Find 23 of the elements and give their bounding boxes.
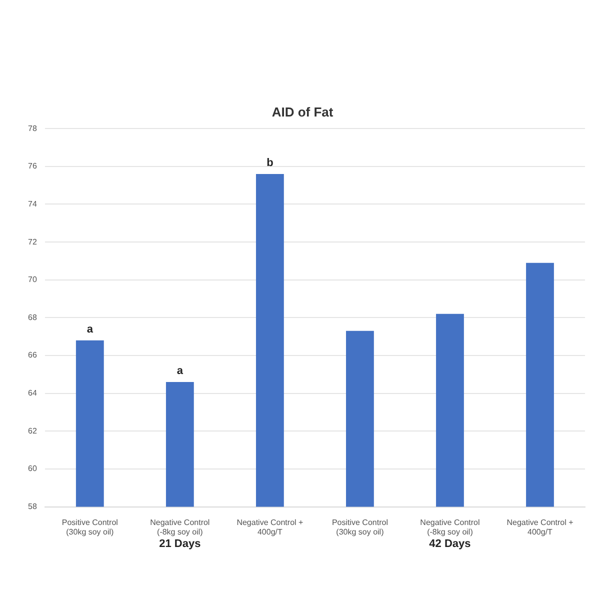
text: 42 Days <box>429 538 471 550</box>
annotation: a <box>86 323 94 336</box>
x-tick-label: Negative Control (-8kg soy oil) <box>420 518 480 536</box>
x-tick-label: Negative Control + 400g/T <box>236 518 304 536</box>
y-tick-label: 64 <box>28 388 38 398</box>
y-tick-label: 74 <box>28 199 38 208</box>
y-tick-label: 72 <box>28 237 38 246</box>
x-tick-label: Positive Control (30kg soy oil) <box>62 518 118 536</box>
y-tick-label: 78 <box>28 124 38 133</box>
annotation: b <box>266 156 274 169</box>
x-tick-label: Negative Control + 400g/T <box>506 518 574 536</box>
y-tick-label: 62 <box>28 426 38 436</box>
annotation: a <box>176 364 184 377</box>
y-tick-label: 66 <box>28 350 38 360</box>
y-tick-label: 70 <box>28 275 38 284</box>
chart-title: AID of Fat <box>272 104 334 120</box>
text: 21 Days <box>159 538 201 550</box>
y-tick-label: 60 <box>28 464 38 474</box>
x-tick-label: Positive Control (30kg soy oil) <box>332 518 388 536</box>
y-tick-label: 68 <box>28 312 38 322</box>
y-tick-label: 76 <box>28 162 38 171</box>
x-tick-label: Negative Control (-8kg soy oil) <box>150 518 210 536</box>
y-tick-label: 58 <box>28 502 38 512</box>
